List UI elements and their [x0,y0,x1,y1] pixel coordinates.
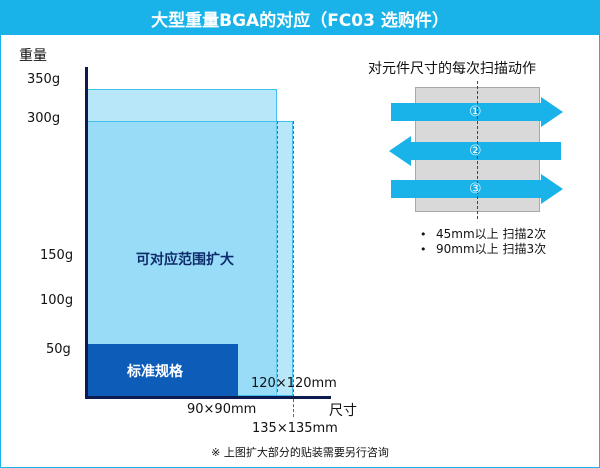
y-axis-line [85,67,88,398]
footnote: ※ 上图扩大部分的贴装需要另行咨询 [211,446,389,459]
x-axis-title: 尺寸 [329,403,357,419]
page-title: 大型重量BGA的对应（FC03 选购件） [1,1,599,35]
scan-step-2: ② [469,143,482,159]
expanded-range-label: 可对应范围扩大 [136,252,234,268]
y-tick-label-100: 100g [40,293,74,308]
y-axis-title: 重量 [19,48,47,64]
scan-section-title: 对元件尺寸的每次扫描动作 [368,61,536,77]
dashed-guide-135mm [293,121,294,417]
y-tick-label-150: 150g [40,248,74,263]
y-tick-label-50: 50g [46,342,71,357]
scan-notes-list: 45mm以上 扫描2次 90mm以上 扫描3次 [420,227,546,257]
y-tick-label-350: 350g [27,72,61,87]
scan-step-1: ① [469,104,482,120]
x-label-120mm: 120×120mm [251,376,337,391]
left-arrow-icon [389,136,561,166]
scan-note-90mm: 90mm以上 扫描3次 [420,242,546,257]
board-centerline [477,81,478,219]
standard-region-label: 标准规格 [127,364,183,380]
x-label-90mm: 90×90mm [187,402,257,417]
y-tick-label-300: 300g [27,111,61,126]
x-label-135mm: 135×135mm [252,421,338,436]
dashed-guide-120mm [277,121,278,392]
scan-step-3: ③ [469,181,482,197]
standard-region [87,344,238,396]
scan-note-45mm: 45mm以上 扫描2次 [420,227,546,242]
x-axis-line [85,396,331,399]
